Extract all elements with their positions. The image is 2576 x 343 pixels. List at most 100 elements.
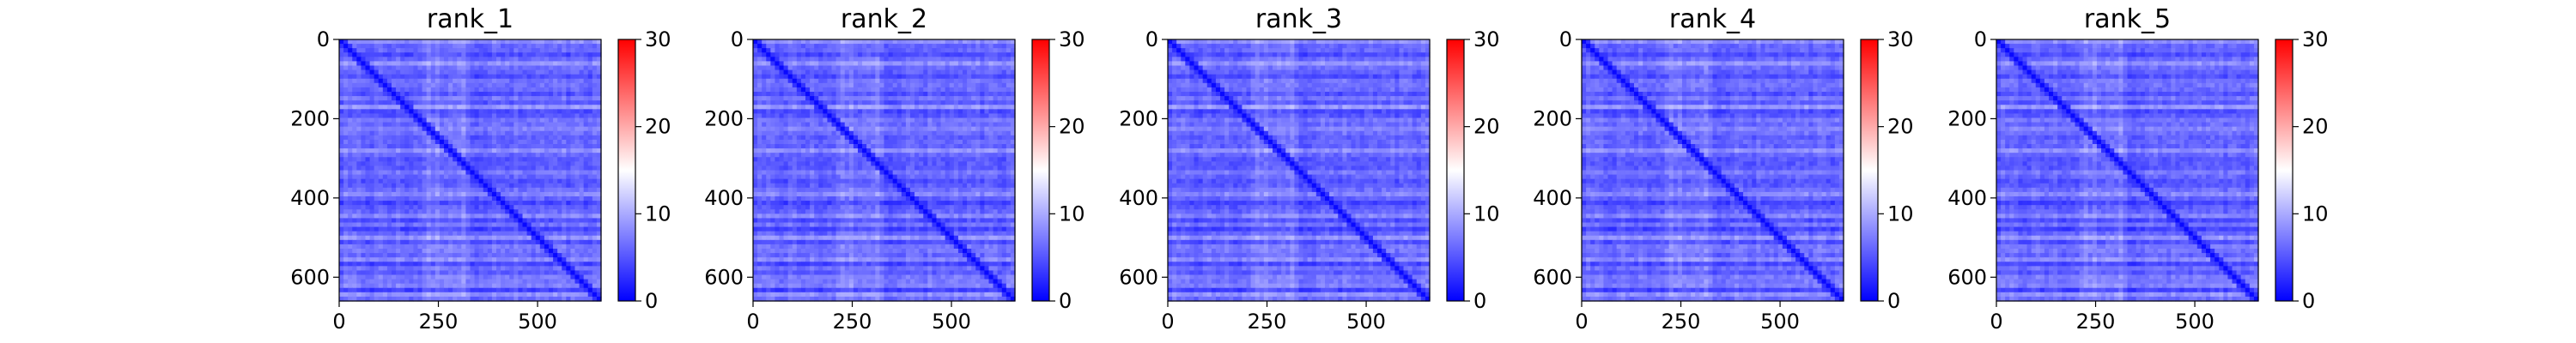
- heatmap-cell: [800, 78, 806, 84]
- heatmap-cell: [1010, 74, 1016, 80]
- heatmap-cell: [596, 44, 602, 49]
- heatmap-cell: [496, 196, 501, 202]
- heatmap-cell: [866, 100, 872, 105]
- heatmap-cell: [1001, 126, 1007, 132]
- heatmap-cell: [810, 65, 815, 71]
- heatmap-cell: [409, 92, 415, 97]
- heatmap-cell: [457, 222, 462, 228]
- heatmap-cell: [339, 126, 344, 132]
- heatmap-cell: [810, 105, 815, 110]
- heatmap-cell: [369, 122, 375, 128]
- heatmap-cell: [844, 113, 850, 119]
- heatmap-cell: [513, 287, 519, 293]
- heatmap-cell: [470, 65, 476, 71]
- heatmap-cell: [953, 109, 959, 115]
- heatmap-cell: [522, 287, 528, 293]
- heatmap-cell: [356, 187, 362, 193]
- heatmap-cell: [453, 74, 458, 80]
- heatmap-cell: [919, 92, 924, 97]
- heatmap-cell: [592, 283, 598, 289]
- heatmap-cell: [343, 122, 349, 128]
- heatmap-cell: [940, 44, 946, 49]
- heatmap-cell: [531, 226, 537, 232]
- heatmap-cell: [413, 48, 419, 53]
- heatmap-cell: [509, 187, 514, 193]
- heatmap-cell: [787, 113, 793, 119]
- heatmap-cell: [352, 52, 357, 57]
- heatmap-cell: [587, 205, 593, 210]
- heatmap-cell: [963, 52, 968, 57]
- heatmap-cell: [526, 109, 532, 115]
- heatmap-cell: [392, 100, 397, 105]
- heatmap-cell: [392, 113, 397, 119]
- heatmap-cell: [526, 52, 532, 57]
- heatmap-cell: [417, 214, 423, 220]
- heatmap-cell: [574, 139, 580, 145]
- heatmap-cell: [439, 214, 445, 220]
- heatmap-cell: [871, 109, 876, 115]
- heatmap-cell: [509, 92, 514, 97]
- heatmap-cell: [932, 105, 938, 110]
- heatmap-cell: [596, 39, 602, 45]
- heatmap-cell: [896, 39, 902, 45]
- heatmap-cell: [592, 226, 598, 232]
- heatmap-cell: [967, 78, 972, 84]
- heatmap-cell: [566, 92, 572, 97]
- heatmap-cell: [505, 266, 510, 272]
- heatmap-cell: [526, 249, 532, 254]
- heatmap-cell: [522, 48, 528, 53]
- heatmap-cell: [827, 69, 833, 75]
- heatmap-cell: [853, 113, 859, 119]
- heatmap-cell: [827, 122, 833, 128]
- heatmap-cell: [805, 117, 811, 123]
- heatmap-cell: [374, 87, 380, 93]
- heatmap-cell: [483, 287, 489, 293]
- heatmap-cell: [596, 274, 602, 280]
- heatmap-cell: [453, 235, 458, 241]
- heatmap-cell: [810, 61, 815, 67]
- heatmap-cell: [396, 257, 401, 262]
- heatmap-cell: [339, 105, 344, 110]
- heatmap-cell: [531, 231, 537, 237]
- heatmap-cell: [535, 196, 541, 202]
- heatmap-cell: [413, 226, 419, 232]
- heatmap-cell: [369, 105, 375, 110]
- heatmap-cell: [518, 235, 524, 241]
- heatmap-cell: [587, 244, 593, 250]
- heatmap-cell: [361, 105, 367, 110]
- heatmap-cell: [526, 253, 532, 258]
- heatmap-cell: [426, 117, 432, 123]
- heatmap-cell: [361, 157, 367, 162]
- heatmap-cell: [583, 170, 589, 176]
- heatmap-cell: [522, 153, 528, 158]
- heatmap-cell: [374, 266, 380, 272]
- heatmap-cell: [892, 100, 898, 105]
- heatmap-cell: [596, 231, 602, 237]
- heatmap-cell: [474, 287, 480, 293]
- heatmap-cell: [927, 74, 933, 80]
- heatmap-cell: [892, 87, 898, 93]
- heatmap-cell: [513, 205, 519, 210]
- heatmap-cell: [574, 266, 580, 272]
- heatmap-cell: [369, 74, 375, 80]
- heatmap-cell: [386, 57, 392, 63]
- heatmap-cell: [409, 209, 415, 214]
- heatmap-cell: [509, 153, 514, 158]
- heatmap-cell: [444, 262, 449, 267]
- heatmap-cell: [875, 122, 881, 128]
- heatmap-cell: [505, 231, 510, 237]
- heatmap-cell: [361, 109, 367, 115]
- heatmap-cell: [592, 65, 598, 71]
- heatmap-cell: [988, 122, 994, 128]
- heatmap-cell: [509, 239, 514, 245]
- heatmap-cell: [574, 100, 580, 105]
- heatmap-cell: [549, 201, 554, 206]
- heatmap-cell: [596, 270, 602, 276]
- heatmap-cell: [422, 209, 428, 214]
- heatmap-cell: [356, 130, 362, 136]
- heatmap-cell: [757, 92, 762, 97]
- heatmap-cell: [862, 44, 867, 49]
- heatmap-cell: [396, 96, 401, 101]
- heatmap-cell: [386, 178, 392, 184]
- heatmap-cell: [434, 239, 440, 245]
